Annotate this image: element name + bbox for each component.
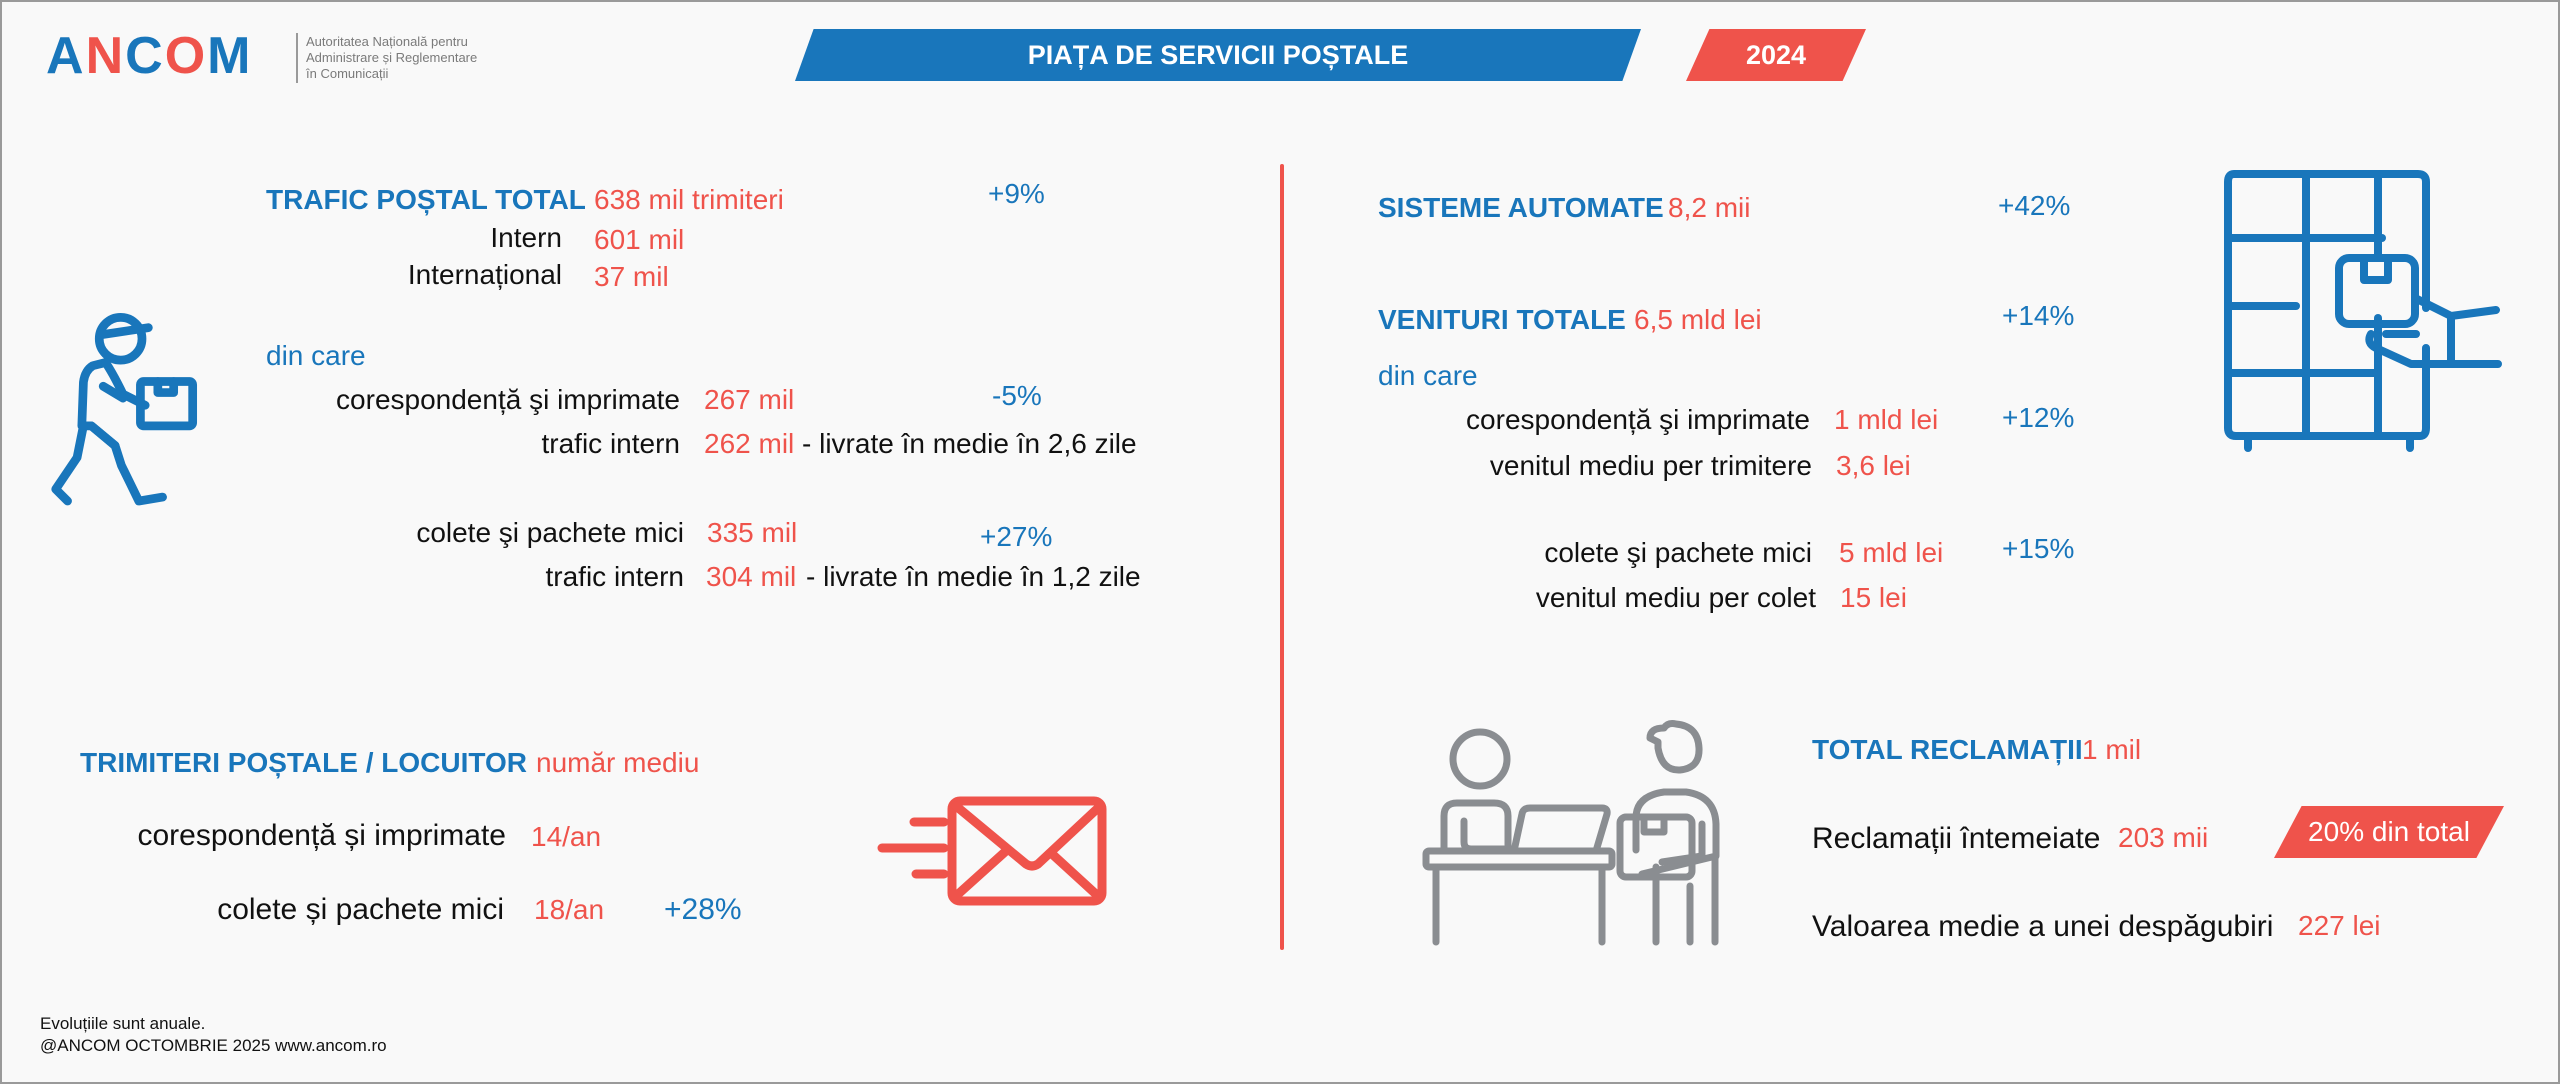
traffic-domestic-label: Intern	[490, 222, 562, 253]
year-label: 2024	[1745, 39, 1807, 70]
traffic-parcels-value: 335 mil	[707, 517, 798, 548]
fast-envelope-icon	[877, 796, 1107, 906]
revenue-avg-per-item-label: venitul mediu per trimitere	[1489, 450, 1812, 481]
revenue-growth: +14%	[2002, 300, 2075, 331]
parcel-locker-icon	[2224, 170, 2502, 452]
traffic-title: TRAFIC POȘTAL TOTAL	[266, 184, 586, 215]
logo-separator	[296, 33, 298, 83]
logo-letter-c: C	[125, 27, 165, 85]
complaints-justified-value: 203 mii	[2118, 822, 2209, 853]
logo-letter-o-wifi: O	[164, 27, 208, 85]
traffic-growth: +9%	[988, 178, 1045, 209]
traffic-domestic-value: 601 mil	[594, 224, 685, 255]
traffic-correspondence-domestic-value: 262 mil	[704, 428, 795, 459]
traffic-parcels-domestic-value: 304 mil	[706, 561, 797, 592]
per-capita-parcels-growth: +28%	[664, 893, 742, 926]
logo-letter-a: A	[46, 27, 86, 85]
page-title: PIAȚA DE SERVICII POȘTALE	[1027, 39, 1409, 70]
year-banner: 2024	[1686, 29, 1866, 81]
traffic-parcels-label: colete şi pachete mici	[416, 517, 684, 548]
ancom-logo: ANCOM	[46, 28, 252, 84]
traffic-international-value: 37 mil	[594, 261, 669, 292]
revenue-value: 6,5 mld lei	[1634, 304, 1762, 335]
footer-note: Evoluțiile sunt anuale.	[40, 1014, 206, 1033]
per-capita-correspondence-value: 14/an	[531, 821, 602, 852]
automated-growth: +42%	[1998, 190, 2071, 221]
complaints-justified-share-label: 20% din total	[2308, 816, 2470, 847]
traffic-correspondence-value: 267 mil	[704, 384, 795, 415]
section-divider	[1280, 164, 1284, 950]
automated-value: 8,2 mii	[1668, 192, 1751, 223]
revenue-correspondence-value: 1 mld lei	[1834, 404, 1939, 435]
revenue-avg-per-parcel-value: 15 lei	[1840, 582, 1907, 613]
logo-letter-n: N	[85, 27, 126, 85]
revenue-title: VENITURI TOTALE	[1378, 304, 1626, 335]
logo-subtitle-line: Administrare și Reglementare	[306, 50, 478, 65]
footer-credit: @ANCOM OCTOMBRIE 2025 www.ancom.ro	[40, 1036, 387, 1055]
traffic-total-value: 638 mil trimiteri	[594, 184, 784, 215]
footer: Evoluțiile sunt anuale. @ANCOM OCTOMBRIE…	[40, 1013, 387, 1057]
complaints-justified-share-badge: 20% din total	[2274, 806, 2504, 858]
courier-with-package-icon	[51, 313, 198, 506]
logo-letter-m: M	[207, 27, 253, 85]
revenue-correspondence-label: corespondență şi imprimate	[1466, 404, 1810, 435]
traffic-parcels-delivery-note: - livrate în medie în 1,2 zile	[806, 561, 1141, 592]
traffic-correspondence-growth: -5%	[992, 380, 1042, 411]
complaints-justified-label: Reclamații întemeiate	[1812, 822, 2101, 855]
customer-service-desk-icon	[1422, 720, 1720, 946]
revenue-avg-per-parcel-label: venitul mediu per colet	[1535, 582, 1816, 613]
traffic-parcels-growth: +27%	[980, 521, 1053, 552]
revenue-din-care-label: din care	[1378, 360, 1478, 391]
traffic-parcels-domestic-label: trafic intern	[545, 561, 685, 592]
revenue-parcels-value: 5 mld lei	[1839, 537, 1944, 568]
page-title-banner: PIAȚA DE SERVICII POȘTALE	[795, 29, 1641, 81]
revenue-parcels-label: colete şi pachete mici	[1544, 537, 1812, 568]
complaints-total-value: 1 mil	[2082, 734, 2142, 765]
per-capita-title: TRIMITERI POȘTALE / LOCUITOR	[80, 747, 527, 778]
traffic-correspondence-domestic-label: trafic intern	[541, 428, 681, 459]
revenue-correspondence-growth: +12%	[2002, 402, 2075, 433]
logo-subtitle: Autoritatea Națională pentru Administrar…	[306, 34, 477, 82]
per-capita-correspondence-label: corespondență și imprimate	[137, 819, 506, 852]
logo-subtitle-line: în Comunicații	[306, 66, 389, 81]
per-capita-parcels-value: 18/an	[534, 894, 605, 925]
traffic-international-label: Internațional	[407, 259, 562, 290]
automated-title: SISTEME AUTOMATE	[1378, 192, 1664, 223]
per-capita-subtitle: număr mediu	[536, 747, 700, 778]
revenue-avg-per-item-value: 3,6 lei	[1836, 450, 1911, 481]
per-capita-parcels-label: colete și pachete mici	[217, 893, 504, 926]
complaints-title: TOTAL RECLAMAȚII	[1812, 734, 2083, 765]
revenue-parcels-growth: +15%	[2002, 533, 2075, 564]
complaints-compensation-value: 227 lei	[2298, 910, 2381, 941]
complaints-compensation-label: Valoarea medie a unei despăgubiri	[1812, 910, 2274, 943]
logo-subtitle-line: Autoritatea Națională pentru	[306, 34, 468, 49]
traffic-correspondence-label: corespondență şi imprimate	[336, 384, 680, 415]
traffic-din-care-label: din care	[266, 340, 366, 371]
traffic-correspondence-delivery-note: - livrate în medie în 2,6 zile	[802, 428, 1137, 459]
